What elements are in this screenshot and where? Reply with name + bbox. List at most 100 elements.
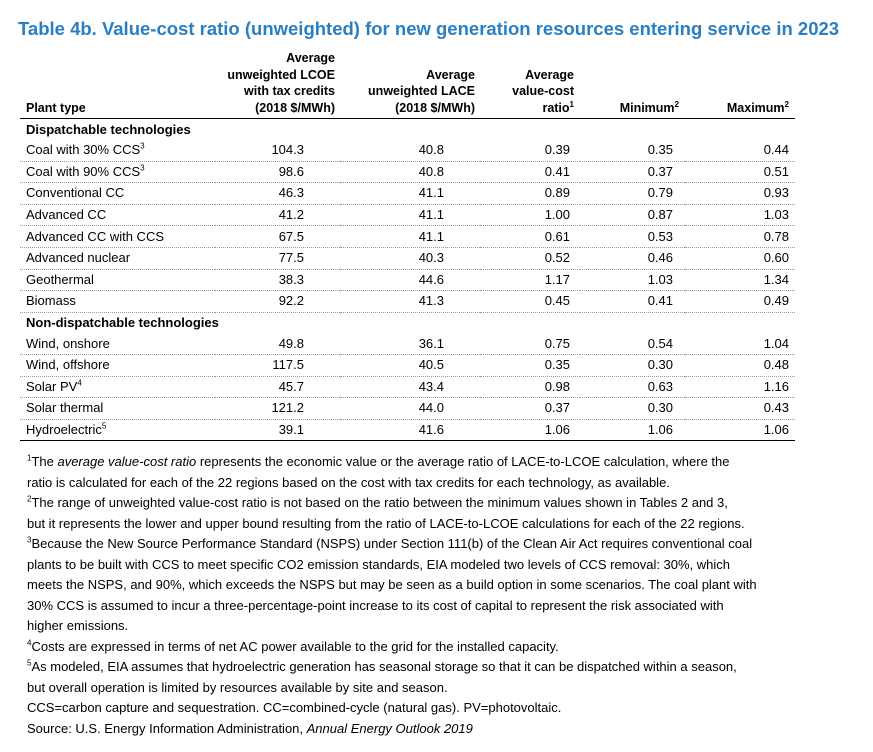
table-row: Biomass 92.2 41.3 0.45 0.41 0.49 [20,290,795,313]
cell-lcoe: 117.5 [215,354,340,377]
table-row: Coal with 30% CCS3 104.3 40.8 0.39 0.35 0.44 [20,139,795,162]
cell-lcoe: 121.2 [215,397,340,420]
cell-minimum: 0.53 [580,225,685,248]
cell-value-cost-ratio: 0.75 [480,333,580,355]
cell-minimum: 1.03 [580,269,685,292]
table-row: Coal with 90% CCS3 98.6 40.8 0.41 0.37 0.51 [20,161,795,184]
abbreviations-note: CCS=carbon capture and sequestration. CC… [27,700,562,715]
cell-plant-type: Advanced CC [20,204,215,227]
cell-value-cost-ratio: 1.00 [480,204,580,227]
cell-lace: 44.6 [340,269,480,292]
cell-plant-type: Hydroelectric5 [20,419,215,442]
footnote-1: 1The average value-cost ratio represents… [27,452,817,473]
cell-lace: 40.3 [340,247,480,270]
cell-lace: 41.1 [340,204,480,227]
footnote-text: The [31,454,58,469]
cell-lace: 44.0 [340,397,480,420]
footnote-ref: 1 [569,99,574,109]
footnotes: 1The average value-cost ratio represents… [27,452,817,739]
header-maximum-text: Maximum [726,100,785,115]
cell-plant-type: Coal with 90% CCS3 [20,161,215,184]
cell-lace: 41.1 [340,182,480,205]
header-lcoe: Average unweighted LCOE with tax credits… [215,50,340,120]
cell-minimum: 0.30 [580,354,685,377]
cell-value-cost-ratio: 0.41 [480,161,580,184]
source-label: Source: U.S. Energy Information Administ… [27,720,307,736]
section-label: Non-dispatchable technologies [26,315,219,331]
cell-maximum: 0.60 [685,247,795,270]
cell-plant-type: Biomass [20,290,215,313]
header-row: Plant type Average unweighted LCOE with … [20,50,795,120]
header-vcr-line: value-cost [512,84,574,99]
cell-value-cost-ratio: 0.52 [480,247,580,270]
cell-minimum: 0.41 [580,290,685,313]
footnote-5: 5As modeled, EIA assumes that hydroelect… [27,657,817,678]
cell-lcoe: 45.7 [215,376,340,399]
footnote-ref: 3 [140,163,145,173]
cell-minimum: 0.79 [580,182,685,205]
footnote-3: 3Because the New Source Performance Stan… [27,534,817,555]
footnote-5-cont: but overall operation is limited by reso… [27,679,448,695]
cell-lcoe: 49.8 [215,333,340,355]
table-row: Wind, onshore 49.8 36.1 0.75 0.54 1.04 [20,333,795,355]
footnote-marker: 2 [27,494,32,504]
cell-plant-type: Conventional CC [20,182,215,205]
cell-maximum: 0.49 [685,290,795,313]
cell-plant-type: Solar thermal [20,397,215,420]
plant-type-name: Solar PV [26,378,78,394]
header-plant-type: Plant type [20,50,215,120]
cell-lace: 41.3 [340,290,480,313]
footnote-text: Because the New Source Performance Stand… [31,536,753,551]
footnote-marker: 4 [27,638,32,648]
cell-maximum: 1.03 [685,204,795,227]
plant-type-name: Advanced nuclear [26,250,131,266]
cell-plant-type: Wind, offshore [20,354,215,377]
footnote-text: represents the economic value or the ave… [196,454,730,469]
cell-maximum: 1.16 [685,376,795,399]
cell-maximum: 0.51 [685,161,795,184]
header-minimum-text: Minimum [619,100,675,115]
header-value-cost-ratio: Average value-cost ratio1 [480,50,580,120]
cell-plant-type: Coal with 30% CCS3 [20,139,215,162]
cell-lcoe: 92.2 [215,290,340,313]
footnote-ref: 5 [101,421,107,431]
cell-value-cost-ratio: 0.45 [480,290,580,313]
plant-type-name: Coal with 90% CCS [26,163,141,179]
cell-lace: 41.6 [340,419,480,442]
cell-value-cost-ratio: 0.39 [480,139,580,162]
header-lcoe-line: (2018 $/MWh) [255,100,335,115]
cell-minimum: 0.54 [580,333,685,355]
cell-value-cost-ratio: 0.61 [480,225,580,248]
header-lcoe-line: Average [286,51,335,65]
cell-maximum: 1.34 [685,269,795,292]
cell-minimum: 0.63 [580,376,685,399]
cell-value-cost-ratio: 1.06 [480,419,580,442]
header-minimum: Minimum2 [580,50,685,120]
header-vcr-line: ratio1 [483,100,574,117]
cell-value-cost-ratio: 0.37 [480,397,580,420]
header-vcr-text: ratio [542,100,570,115]
cell-maximum: 1.06 [685,419,795,442]
footnote-text: As modeled, EIA assumes that hydroelectr… [31,659,737,674]
cell-lcoe: 104.3 [215,139,340,162]
footnote-ref: 3 [140,141,145,151]
cell-plant-type: Advanced nuclear [20,247,215,270]
table-row: Geothermal 38.3 44.6 1.17 1.03 1.34 [20,269,795,292]
footnote-3-cont: plants to be built with CCS to meet spec… [27,556,731,572]
cell-maximum: 1.04 [685,333,795,355]
cell-maximum: 0.78 [685,225,795,248]
header-lace: Average unweighted LACE (2018 $/MWh) [340,50,480,120]
section-header-row: Dispatchable technologies [20,119,795,140]
cell-plant-type: Wind, onshore [20,333,215,355]
cell-minimum: 0.87 [580,204,685,227]
footnote-4: 4Costs are expressed in terms of net AC … [27,637,817,658]
cell-lace: 40.5 [340,354,480,377]
source-note: Source: U.S. Energy Information Administ… [27,719,817,740]
footnote-3-cont: 30% CCS is assumed to incur a three-perc… [27,597,724,613]
cell-lcoe: 77.5 [215,247,340,270]
cell-value-cost-ratio: 1.17 [480,269,580,292]
plant-type-name: Advanced CC [26,207,107,223]
plant-type-name: Geothermal [26,271,94,287]
footnote-text: The range of unweighted value-cost ratio… [31,495,728,510]
section-header-row: Non-dispatchable technologies [20,312,795,333]
